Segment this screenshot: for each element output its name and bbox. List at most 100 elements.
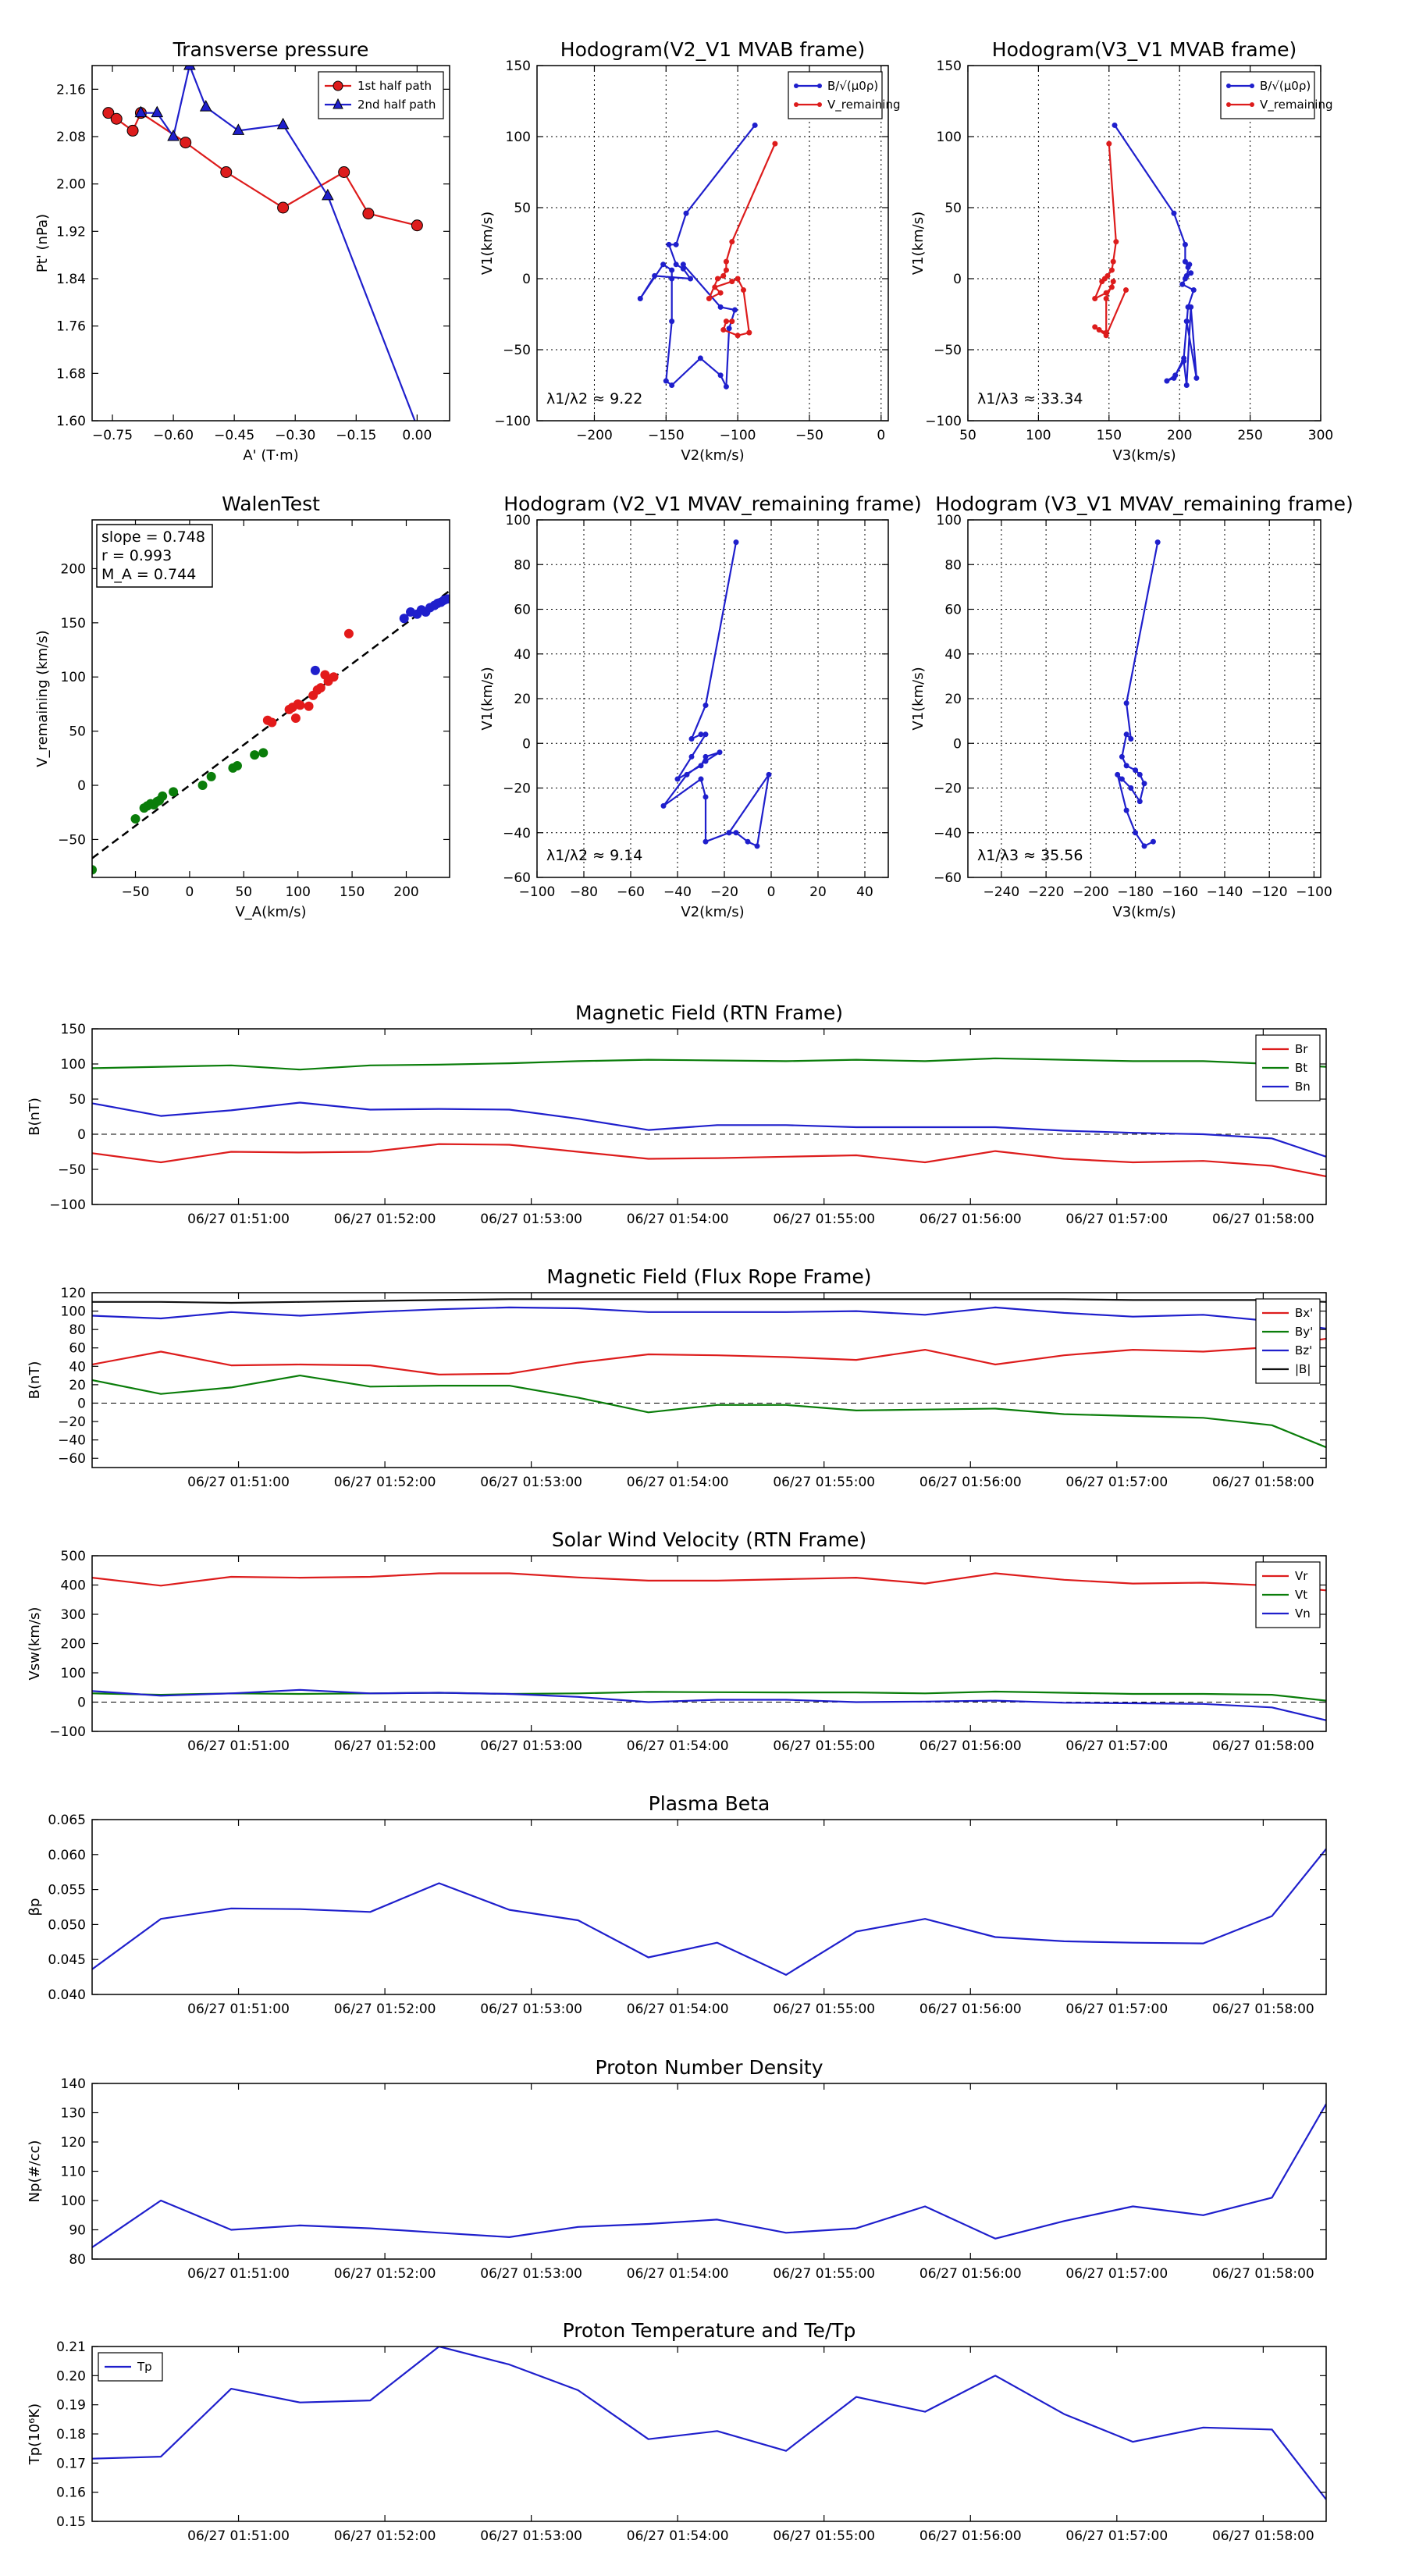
y-axis-label: Np(#/cc): [27, 2140, 43, 2203]
x-tick-label: 0: [185, 884, 194, 900]
data-point: [258, 748, 269, 758]
data-point: [717, 290, 724, 296]
series-line-Bt: [92, 1057, 1326, 1071]
x-tick-label: 06/27 01:55:00: [773, 1212, 875, 1227]
y-tick-label: 0.050: [48, 1917, 86, 1933]
y-tick-label: 200: [61, 561, 86, 577]
axes-frame: [536, 65, 889, 422]
x-tick-label: −180: [1117, 884, 1154, 900]
data-point: [220, 166, 233, 178]
y-tick-label: −60: [58, 1451, 86, 1467]
legend-label: V_remaining: [827, 98, 901, 112]
plasma_beta-panel: 06/27 01:51:00 06/27 01:52:00 06/27 01:53:…: [27, 1792, 1327, 2017]
series-line-B/√(μ0ρ): [639, 124, 756, 388]
x-tick-label: 06/27 01:58:00: [1212, 2266, 1314, 2282]
x-tick-label: −240: [984, 884, 1020, 900]
plot-area: [92, 589, 450, 875]
data-point: [102, 107, 115, 119]
data-point: [399, 614, 409, 624]
y-tick-label: 1.92: [56, 224, 86, 240]
x-axis-label: V3(km/s): [1112, 447, 1176, 464]
data-point: [362, 208, 375, 220]
data-point: [1123, 731, 1129, 738]
y-tick-label: −40: [503, 826, 531, 841]
x-tick-label: 06/27 01:52:00: [334, 2266, 436, 2282]
x-tick-label: 06/27 01:54:00: [627, 1212, 729, 1227]
y-axis-label: B(nT): [27, 1361, 43, 1400]
legend: Vr Vt Vn: [1255, 1561, 1321, 1628]
x-tick-label: 06/27 01:57:00: [1065, 1475, 1168, 1490]
y-tick-label: −100: [494, 414, 531, 429]
y-tick-label: 100: [61, 1057, 86, 1073]
y-axis-label: B(nT): [27, 1098, 43, 1136]
axes-frame: [91, 1555, 1327, 1732]
legend-marker: [817, 102, 822, 107]
data-point: [660, 802, 667, 809]
x-tick-label: 06/27 01:55:00: [773, 1475, 875, 1490]
data-point: [1190, 287, 1197, 294]
data-point: [304, 701, 314, 711]
legend-marker: [817, 84, 822, 88]
legend-marker: [794, 84, 799, 88]
legend-label: 2nd half path: [357, 98, 436, 112]
y-tick-label: −100: [49, 1724, 86, 1740]
x-tick-label: −150: [648, 428, 685, 443]
y-axis-label: V1(km/s): [479, 667, 496, 730]
transverse_pressure-panel: −0.75 −0.60 −0.45 −0.30 −0.15 0.00 1.60 1.68 1.7…: [34, 38, 450, 464]
data-point: [1119, 753, 1125, 760]
data-point: [733, 539, 739, 546]
legend-box: [1220, 71, 1315, 119]
axes-frame: [91, 1292, 1327, 1468]
x-tick-label: 06/27 01:57:00: [1065, 2266, 1168, 2282]
x-tick-label: −40: [663, 884, 692, 900]
data-point: [167, 129, 180, 141]
x-tick-label: 06/27 01:51:00: [187, 2528, 290, 2544]
legend-box: [318, 71, 444, 119]
x-tick-label: 200: [1167, 428, 1192, 443]
y-tick-label: 50: [69, 724, 86, 740]
data-point: [183, 66, 196, 70]
data-point: [723, 267, 729, 273]
data-point: [660, 262, 667, 268]
data-point: [723, 258, 729, 265]
y-tick-label: 100: [506, 513, 531, 528]
plot-area: [92, 2347, 1326, 2500]
chart-title: Magnetic Field (Flux Rope Frame): [546, 1265, 871, 1288]
y-tick-label: 0.16: [56, 2485, 86, 2501]
x-tick-label: −120: [1251, 884, 1288, 900]
data-point: [673, 241, 679, 247]
x-tick-label: 06/27 01:52:00: [334, 1475, 436, 1490]
y-tick-label: 60: [944, 603, 962, 618]
data-point: [1181, 358, 1187, 365]
x-tick-label: −100: [720, 428, 756, 443]
data-point: [169, 787, 179, 797]
magnetic_field_flux_rope-panel: 06/27 01:51:00 06/27 01:52:00 06/27 01:53:…: [27, 1265, 1327, 1490]
data-point: [697, 355, 703, 361]
x-tick-label: 06/27 01:51:00: [187, 2001, 290, 2017]
x-tick-label: 06/27 01:58:00: [1212, 1475, 1314, 1490]
x-tick-label: 06/27 01:55:00: [773, 2266, 875, 2282]
data-point: [1106, 141, 1112, 147]
series-line-Bz': [92, 1306, 1326, 1330]
data-point: [411, 219, 423, 232]
legend-marker: [333, 80, 343, 91]
data-point: [1182, 258, 1188, 265]
legend-marker: [1250, 102, 1254, 107]
chart-title: Magnetic Field (RTN Frame): [575, 1002, 843, 1024]
data-point: [669, 267, 675, 273]
y-tick-label: 0.21: [56, 2339, 86, 2355]
data-point: [315, 683, 325, 693]
legend-label: |B|: [1295, 1362, 1311, 1376]
x-axis-label: V2(km/s): [681, 904, 744, 920]
data-point: [1092, 295, 1098, 301]
x-tick-label: 06/27 01:53:00: [480, 2266, 582, 2282]
x-tick-label: 06/27 01:56:00: [919, 1212, 1022, 1227]
x-tick-label: 06/27 01:53:00: [480, 1738, 582, 1754]
y-tick-label: 0: [953, 736, 962, 752]
plot-area: [660, 539, 772, 849]
data-point: [199, 100, 212, 112]
data-point: [197, 781, 208, 791]
y-tick-label: −20: [503, 781, 531, 797]
data-point: [343, 628, 354, 639]
x-tick-label: −160: [1161, 884, 1198, 900]
